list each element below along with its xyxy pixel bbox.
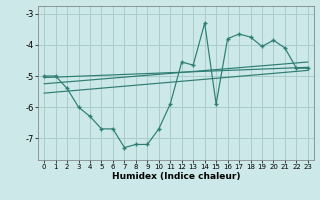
X-axis label: Humidex (Indice chaleur): Humidex (Indice chaleur)	[112, 172, 240, 181]
